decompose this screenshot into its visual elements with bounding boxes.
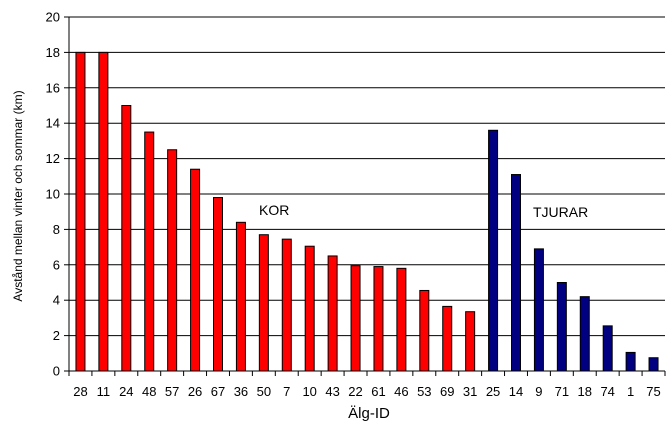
group-annotations: KOR TJURAR: [259, 202, 588, 220]
x-tick-label: 14: [509, 384, 523, 399]
bar-75: [648, 357, 659, 372]
bar-11: [98, 51, 109, 372]
bar-26: [190, 168, 201, 372]
bar-25: [488, 129, 499, 372]
bar-69: [442, 305, 453, 372]
y-tick-label: 6: [53, 257, 60, 272]
bar-24: [121, 105, 132, 372]
x-tick-label: 36: [234, 384, 248, 399]
x-tick-label: 75: [646, 384, 660, 399]
y-tick-label: 16: [46, 80, 60, 95]
x-tick-label: 46: [394, 384, 408, 399]
y-tick-label: 10: [46, 187, 60, 202]
x-tick-label: 50: [257, 384, 271, 399]
x-tick-label: 28: [73, 384, 87, 399]
x-tick-label: 67: [211, 384, 225, 399]
x-tick-label: 22: [348, 384, 362, 399]
y-tick-label: 20: [46, 10, 60, 25]
bar-48: [144, 131, 155, 372]
gridlines: [69, 16, 665, 337]
bar-50: [258, 234, 269, 372]
x-tick-label: 18: [578, 384, 592, 399]
x-tick-label: 9: [535, 384, 542, 399]
bar-74: [602, 325, 613, 372]
bar-9: [533, 248, 544, 372]
x-tick-label: 1: [627, 384, 634, 399]
x-tick-label: 74: [600, 384, 614, 399]
bar-67: [213, 197, 223, 372]
x-tick-label: 71: [555, 384, 569, 399]
group-label-kor: KOR: [259, 202, 289, 218]
bar-57: [167, 149, 178, 372]
bar-61: [373, 266, 384, 372]
x-tick-label: 61: [371, 384, 385, 399]
y-axis-title: Avstånd mellan vinter och sommar (km): [11, 90, 25, 301]
x-tick-label: 48: [142, 384, 156, 399]
x-tick-label: 53: [417, 384, 431, 399]
bar-71: [556, 282, 567, 372]
bar-18: [579, 296, 590, 372]
y-tick-label: 0: [53, 364, 60, 379]
y-tick-label: 12: [46, 151, 60, 166]
x-tick-labels: 28 11 24 48 57 26 67 36 50 7 10 43 22 61 46 53 69 31 25 14 9…: [68, 371, 666, 399]
y-tick-label: 14: [46, 116, 60, 131]
x-tick-label: 10: [302, 384, 316, 399]
bar-28: [75, 51, 86, 372]
x-tick-label: 26: [188, 384, 202, 399]
bar-36: [235, 221, 246, 372]
y-tick-labels: 0 2 4 6 8 10 12 14 16 18 20: [46, 10, 69, 379]
bar-22: [350, 265, 361, 372]
y-tick-label: 18: [46, 45, 60, 60]
bar-46: [396, 267, 407, 372]
y-tick-label: 4: [53, 293, 60, 308]
bar-10: [304, 245, 315, 372]
y-tick-label: 8: [53, 222, 60, 237]
bar-7: [281, 238, 292, 372]
x-axis-title: Älg-ID: [348, 405, 390, 422]
x-tick-label: 11: [97, 384, 111, 399]
x-tick-label: 25: [486, 384, 500, 399]
x-tick-label: 24: [119, 384, 133, 399]
bar-31: [465, 311, 476, 372]
bar-53: [419, 289, 430, 372]
group-label-tjurar: TJURAR: [533, 204, 588, 220]
bar-1: [625, 351, 636, 372]
y-tick-label: 2: [53, 328, 60, 343]
x-tick-label: 69: [440, 384, 454, 399]
bars: [75, 51, 659, 372]
x-tick-label: 57: [165, 384, 179, 399]
x-tick-label: 7: [283, 384, 290, 399]
x-tick-label: 31: [463, 384, 477, 399]
bar-43: [327, 255, 338, 372]
bar-14: [511, 174, 521, 372]
x-tick-label: 43: [325, 384, 339, 399]
